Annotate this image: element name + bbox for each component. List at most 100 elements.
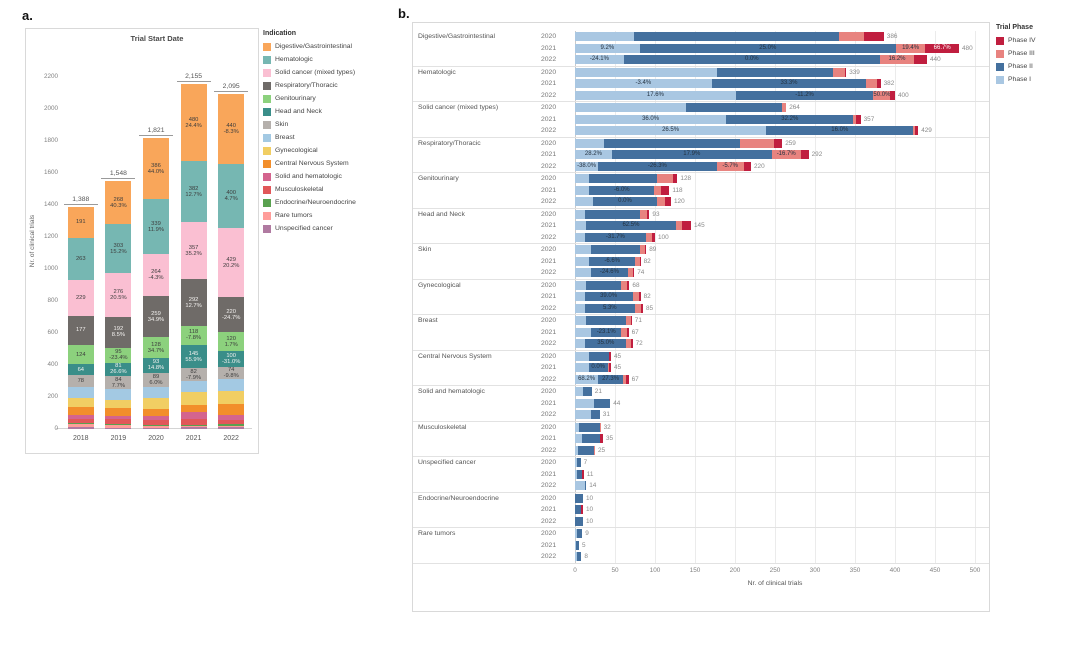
- legend-item-indication[interactable]: Solid cancer (mixed types): [263, 66, 393, 79]
- bar-segment[interactable]: [575, 268, 591, 278]
- bar-segment[interactable]: [581, 505, 583, 515]
- bar-segment[interactable]: [654, 185, 662, 195]
- bar-segment[interactable]: 263: [67, 237, 94, 280]
- bar-segment[interactable]: [586, 316, 627, 326]
- bar-segment[interactable]: [105, 415, 132, 420]
- bar-segment[interactable]: [657, 197, 665, 207]
- bar-segment[interactable]: -23.1%: [591, 327, 622, 337]
- bar-segment[interactable]: [575, 410, 591, 420]
- bar-segment[interactable]: [105, 424, 132, 428]
- bar-segment[interactable]: 27.3%: [598, 374, 623, 384]
- bar-segment[interactable]: -5.7%: [716, 161, 744, 171]
- bar-segment[interactable]: [915, 126, 919, 136]
- bar-segment[interactable]: [105, 399, 132, 409]
- bar-segment[interactable]: 9.2%: [575, 43, 640, 53]
- bar-segment[interactable]: [686, 103, 783, 113]
- bar-segment[interactable]: [218, 423, 245, 426]
- bar-segment[interactable]: [180, 412, 207, 420]
- bar-segment[interactable]: [575, 185, 590, 195]
- bar-segment[interactable]: [575, 256, 590, 266]
- bar-segment[interactable]: [584, 209, 640, 219]
- bar-segment[interactable]: [180, 381, 207, 392]
- bar-segment[interactable]: 74 -9.8%: [218, 367, 245, 380]
- bar-segment[interactable]: 16.2%: [879, 55, 915, 65]
- bar-segment[interactable]: [575, 138, 604, 148]
- legend-item-indication[interactable]: Breast: [263, 131, 393, 144]
- legend-item-indication[interactable]: Unspecified cancer: [263, 222, 393, 235]
- bar-segment[interactable]: [584, 481, 587, 491]
- bar-segment[interactable]: [575, 493, 583, 503]
- bar-segment[interactable]: [877, 79, 881, 89]
- bar-segment[interactable]: [635, 256, 640, 266]
- bar-segment[interactable]: 268 40.3%: [105, 181, 132, 225]
- bar-segment[interactable]: [866, 79, 878, 89]
- bar-segment[interactable]: 78: [67, 374, 94, 388]
- legend-item-indication[interactable]: Head and Neck: [263, 105, 393, 118]
- bar-segment[interactable]: -24.1%: [575, 55, 624, 65]
- bar-segment[interactable]: [589, 174, 658, 184]
- bar-segment[interactable]: [105, 419, 132, 424]
- bar-segment[interactable]: [575, 434, 583, 444]
- bar-segment[interactable]: [576, 458, 581, 468]
- bar-segment[interactable]: [575, 245, 591, 255]
- bar-segment[interactable]: [716, 67, 833, 77]
- bar-segment[interactable]: 84 7.7%: [105, 375, 132, 390]
- bar-segment[interactable]: [575, 292, 585, 302]
- legend-item-indication[interactable]: Gynecological: [263, 144, 393, 157]
- bar-segment[interactable]: 28.2%: [575, 150, 612, 160]
- bar-segment[interactable]: 32.2%: [726, 114, 854, 124]
- bar-segment[interactable]: [575, 445, 579, 455]
- bar-segment[interactable]: [180, 419, 207, 425]
- bar-segment[interactable]: [180, 424, 207, 427]
- bar-segment[interactable]: 89 6.0%: [142, 372, 169, 387]
- bar-segment[interactable]: 400 4.7%: [218, 164, 245, 229]
- bar-segment[interactable]: [673, 174, 678, 184]
- bar-segment[interactable]: [575, 67, 717, 77]
- bar-segment[interactable]: [575, 505, 582, 515]
- bar-segment[interactable]: [180, 426, 207, 428]
- bar-segment[interactable]: [626, 339, 631, 349]
- bar-segment[interactable]: [855, 114, 861, 124]
- bar-segment[interactable]: 191: [67, 207, 94, 238]
- legend-item-indication[interactable]: Central Nervous System: [263, 157, 393, 170]
- legend-item-indication[interactable]: Genitourinary: [263, 92, 393, 105]
- bar-segment[interactable]: [853, 114, 856, 124]
- bar-segment[interactable]: -6.0%: [589, 185, 655, 195]
- bar-segment[interactable]: 386 44.0%: [142, 137, 169, 200]
- bar-segment[interactable]: [575, 303, 585, 313]
- bar-segment[interactable]: 25.0%: [639, 43, 896, 53]
- bar-segment[interactable]: [575, 197, 593, 207]
- bar-segment[interactable]: [635, 303, 642, 313]
- bar-segment[interactable]: -24.6%: [591, 268, 628, 278]
- legend-item-indication[interactable]: Endocrine/Neuroendocrine: [263, 196, 393, 209]
- bar-segment[interactable]: 36.0%: [575, 114, 727, 124]
- bar-segment[interactable]: 177: [67, 316, 94, 345]
- bar-segment[interactable]: [218, 390, 245, 405]
- bar-segment[interactable]: [575, 516, 583, 526]
- bar-segment[interactable]: [623, 374, 627, 384]
- bar-segment[interactable]: [631, 339, 633, 349]
- bar-segment[interactable]: [631, 316, 632, 326]
- legend-item-indication[interactable]: Digestive/Gastrointestinal: [263, 40, 393, 53]
- bar-segment[interactable]: [180, 405, 207, 413]
- bar-segment[interactable]: [67, 387, 94, 399]
- bar-segment[interactable]: 66.7%: [925, 43, 959, 53]
- bar-segment[interactable]: 100 -31.0%: [218, 351, 245, 368]
- bar-segment[interactable]: 128 34.7%: [142, 337, 169, 358]
- bar-segment[interactable]: [142, 386, 169, 399]
- legend-item-indication[interactable]: Musculoskeletal: [263, 183, 393, 196]
- bar-segment[interactable]: [675, 221, 683, 231]
- bar-segment[interactable]: -31.7%: [584, 232, 647, 242]
- bar-segment[interactable]: [639, 256, 641, 266]
- bar-segment[interactable]: 35.0%: [585, 339, 627, 349]
- bar-segment[interactable]: [607, 363, 610, 373]
- bar-segment[interactable]: [578, 445, 595, 455]
- bar-segment[interactable]: [218, 426, 245, 429]
- bar-segment[interactable]: [743, 161, 751, 171]
- bar-segment[interactable]: [575, 174, 590, 184]
- bar-segment[interactable]: 124: [67, 344, 94, 365]
- bar-segment[interactable]: [575, 481, 585, 491]
- bar-segment[interactable]: 82 -7.9%: [180, 368, 207, 382]
- bar-segment[interactable]: [575, 552, 577, 562]
- bar-segment[interactable]: 276 20.5%: [105, 272, 132, 317]
